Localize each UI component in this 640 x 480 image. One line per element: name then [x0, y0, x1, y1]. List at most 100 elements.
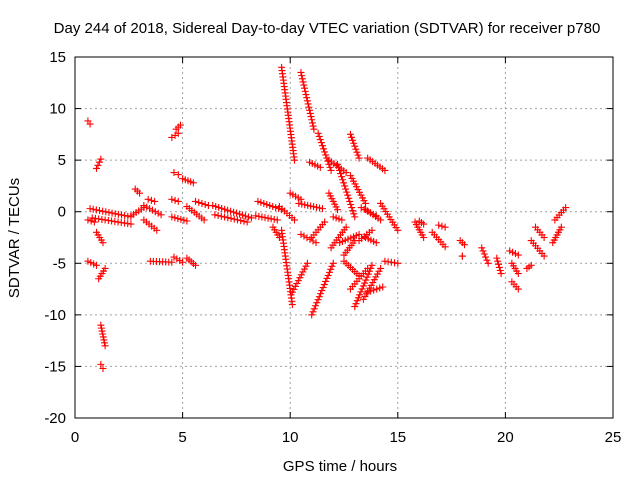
data-point: [317, 139, 325, 147]
data-point: [301, 87, 309, 95]
data-point: [263, 200, 271, 208]
data-point: [315, 132, 323, 140]
data-point: [102, 208, 110, 216]
plot-frame: [74, 56, 614, 419]
data-point: [373, 285, 381, 293]
data-point: [312, 239, 320, 247]
data-point: [350, 210, 358, 218]
data-point: [270, 215, 278, 223]
data-point: [174, 171, 182, 179]
data-point: [297, 230, 305, 238]
data-point: [480, 250, 488, 258]
data-point: [209, 202, 217, 210]
data-point: [95, 158, 103, 166]
data-point: [326, 163, 334, 171]
data-point: [310, 203, 318, 211]
data-point: [224, 206, 232, 214]
data-point: [221, 205, 229, 213]
data-point: [313, 299, 321, 307]
data-point: [86, 205, 94, 213]
data-point: [297, 195, 305, 203]
data-point: [325, 268, 333, 276]
data-point: [370, 286, 378, 294]
data-point: [318, 287, 326, 295]
data-point: [127, 220, 135, 228]
data-point: [327, 265, 335, 273]
data-point: [257, 198, 265, 206]
data-point: [214, 212, 222, 220]
data-point: [296, 274, 304, 282]
data-point: [372, 239, 380, 247]
data-point: [183, 217, 191, 225]
data-point: [420, 234, 428, 241]
data-point: [97, 324, 105, 332]
data-point: [298, 200, 306, 208]
data-point: [353, 297, 361, 305]
data-point: [304, 201, 312, 209]
data-point: [299, 268, 307, 276]
data-point: [105, 208, 113, 216]
data-point: [195, 198, 203, 206]
data-point: [99, 239, 107, 247]
data-point: [168, 258, 176, 266]
data-point: [230, 208, 238, 216]
data-point: [381, 166, 389, 174]
data-point: [479, 247, 487, 255]
data-point: [97, 321, 105, 329]
data-point: [111, 210, 119, 218]
data-point: [99, 330, 107, 338]
data-point: [153, 226, 161, 234]
data-point: [337, 170, 345, 178]
y-tick-label: -20: [44, 410, 66, 427]
data-point: [306, 109, 314, 117]
data-point: [290, 285, 298, 293]
data-point: [435, 221, 443, 229]
data-point: [275, 234, 283, 241]
data-point: [291, 282, 299, 290]
data-point: [495, 260, 503, 268]
data-point: [99, 207, 107, 215]
data-point: [366, 267, 374, 275]
data-point: [483, 256, 491, 264]
data-point: [322, 277, 330, 285]
data-point: [342, 223, 350, 231]
data-point: [362, 199, 370, 207]
data-point: [367, 264, 375, 272]
data-point: [201, 200, 209, 208]
data-point: [346, 197, 354, 205]
data-point: [458, 252, 466, 260]
axis-ticks: [74, 56, 614, 419]
data-point: [240, 217, 248, 225]
data-point: [514, 251, 522, 259]
data-point: [192, 261, 200, 269]
data-point: [177, 215, 185, 223]
data-point: [301, 84, 309, 92]
data-point: [261, 214, 269, 222]
data-point: [221, 213, 229, 221]
data-point: [174, 197, 182, 205]
data-point: [200, 216, 208, 224]
data-point: [309, 308, 317, 316]
data-point: [293, 280, 301, 288]
data-point: [334, 160, 342, 168]
data-point: [319, 284, 327, 292]
data-point: [316, 163, 324, 171]
data-point: [147, 196, 155, 204]
data-point: [101, 342, 109, 350]
data-point: [540, 252, 548, 260]
data-point: [379, 283, 387, 291]
data-point: [478, 244, 486, 252]
y-tick-label: -10: [44, 307, 66, 324]
data-point: [99, 364, 107, 372]
data-point: [176, 121, 184, 129]
data-point: [318, 205, 326, 213]
data-point: [308, 311, 316, 319]
x-tick-label: 5: [178, 429, 186, 446]
data-point: [303, 259, 311, 267]
data-point: [211, 211, 219, 219]
data-point: [288, 288, 296, 296]
data-point: [494, 257, 502, 265]
data-point: [98, 327, 106, 335]
y-tick-label: 5: [58, 152, 66, 169]
